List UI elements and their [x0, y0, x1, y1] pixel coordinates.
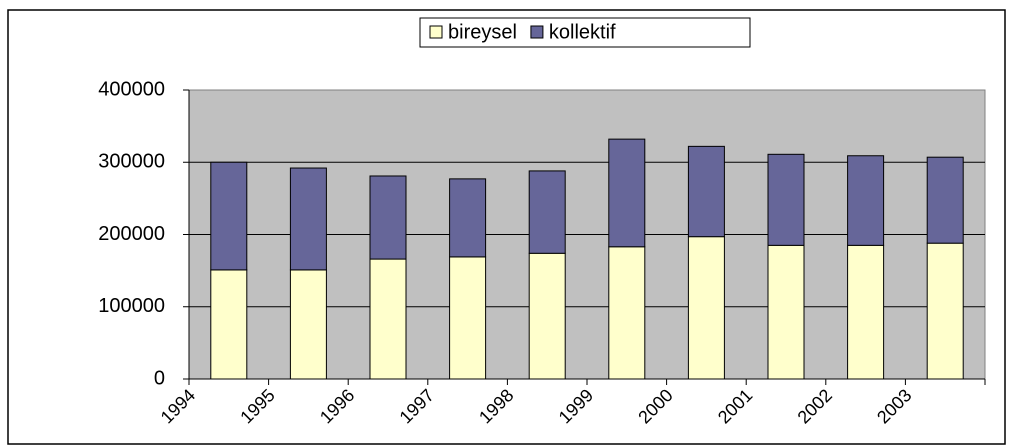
bar-segment	[847, 244, 885, 380]
legend-label: bireysel	[448, 21, 517, 43]
bar-segment	[847, 155, 885, 246]
y-tick-label: 200000	[98, 223, 165, 245]
bar-segment	[767, 153, 805, 246]
bar-segment	[289, 167, 327, 271]
bar-segment	[528, 170, 566, 254]
legend-swatch	[429, 25, 443, 39]
y-tick-label: 0	[154, 367, 165, 389]
bar-segment	[210, 161, 248, 271]
bar-segment	[289, 269, 327, 380]
bar-segment	[449, 178, 487, 258]
bar-segment	[369, 258, 407, 380]
bar-segment	[687, 145, 725, 238]
legend-label: kollektif	[549, 21, 616, 43]
legend-swatch	[530, 25, 544, 39]
bar-segment	[608, 246, 646, 380]
y-tick-label: 400000	[98, 78, 165, 100]
bar-segment	[608, 138, 646, 248]
y-tick-label: 300000	[98, 151, 165, 173]
bar-segment	[767, 244, 805, 380]
bar-segment	[528, 252, 566, 380]
legend-box	[419, 17, 751, 48]
bar-segment	[449, 256, 487, 380]
bar-segment	[369, 175, 407, 260]
y-tick-label: 100000	[98, 295, 165, 317]
bar-segment	[210, 269, 248, 380]
bar-segment	[926, 156, 964, 244]
bar-segment	[687, 236, 725, 380]
bar-segment	[926, 242, 964, 380]
